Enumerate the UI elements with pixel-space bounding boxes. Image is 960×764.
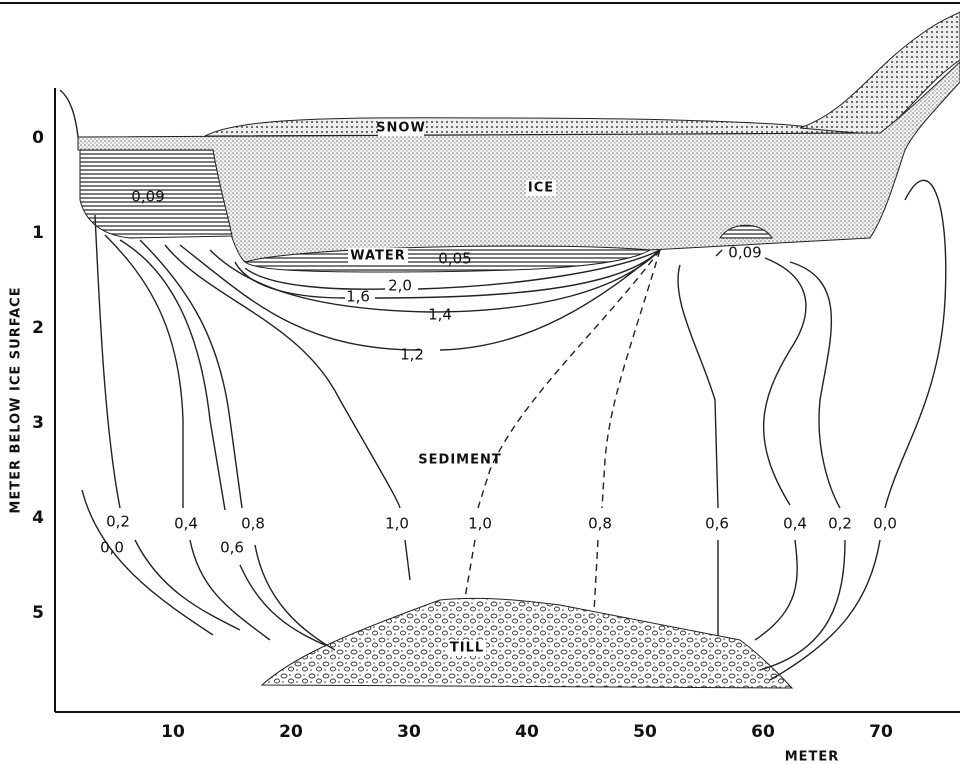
x-tick-label: 40 [515, 722, 539, 742]
y-tick-label: 0 [32, 128, 44, 148]
x-tick-label: 60 [751, 722, 775, 742]
contour-label: 0,6 [705, 515, 729, 533]
contour-label: 0,8 [588, 515, 612, 533]
x-tick-label: 70 [869, 722, 893, 742]
contour-label: 2,0 [388, 277, 412, 295]
contour-label: 0,2 [106, 513, 130, 531]
y-tick-label: 2 [32, 318, 44, 338]
water-label: WATER [350, 249, 406, 264]
contour-label: 0,09 [131, 188, 164, 206]
contour-label: 0,2 [828, 515, 852, 533]
x-tick-label: 10 [161, 722, 185, 742]
y-tick-label: 3 [32, 413, 44, 433]
y-axis-label: METER BELOW ICE SURFACE [9, 286, 24, 513]
snow-drift [800, 12, 960, 135]
sediment-label: SEDIMENT [418, 453, 501, 468]
boundary-line [60, 90, 78, 137]
x-tick-label: 50 [633, 722, 657, 742]
ice-label: ICE [528, 181, 554, 196]
contour-label: 0,0 [100, 539, 124, 557]
contour-label: 1,0 [468, 515, 492, 533]
snow-label: SNOW [376, 121, 426, 136]
diagram: METER BELOW ICE SURFACE METER SNOW ICE W… [0, 0, 960, 764]
y-tick-label: 1 [32, 223, 44, 243]
contour-label: 1,6 [346, 288, 370, 306]
contour-label: 0,6 [220, 539, 244, 557]
contour-label: 0,09 [728, 244, 761, 262]
till [262, 598, 792, 688]
contour-label: 1,2 [400, 346, 424, 364]
till-label: TILL [450, 641, 484, 656]
x-tick-label: 20 [279, 722, 303, 742]
y-tick-label: 4 [32, 508, 44, 528]
contour-label: 0,4 [783, 515, 807, 533]
contour-label: 1,0 [385, 515, 409, 533]
x-axis-label: METER [785, 750, 840, 764]
contour-label: 0,4 [174, 515, 198, 533]
y-tick-label: 5 [32, 603, 44, 623]
contour-label: 0,05 [438, 250, 471, 268]
contour-label: 1,4 [428, 306, 452, 324]
contour-label: 0,0 [873, 515, 897, 533]
x-tick-label: 30 [397, 722, 421, 742]
contour-label: 0,8 [241, 515, 265, 533]
